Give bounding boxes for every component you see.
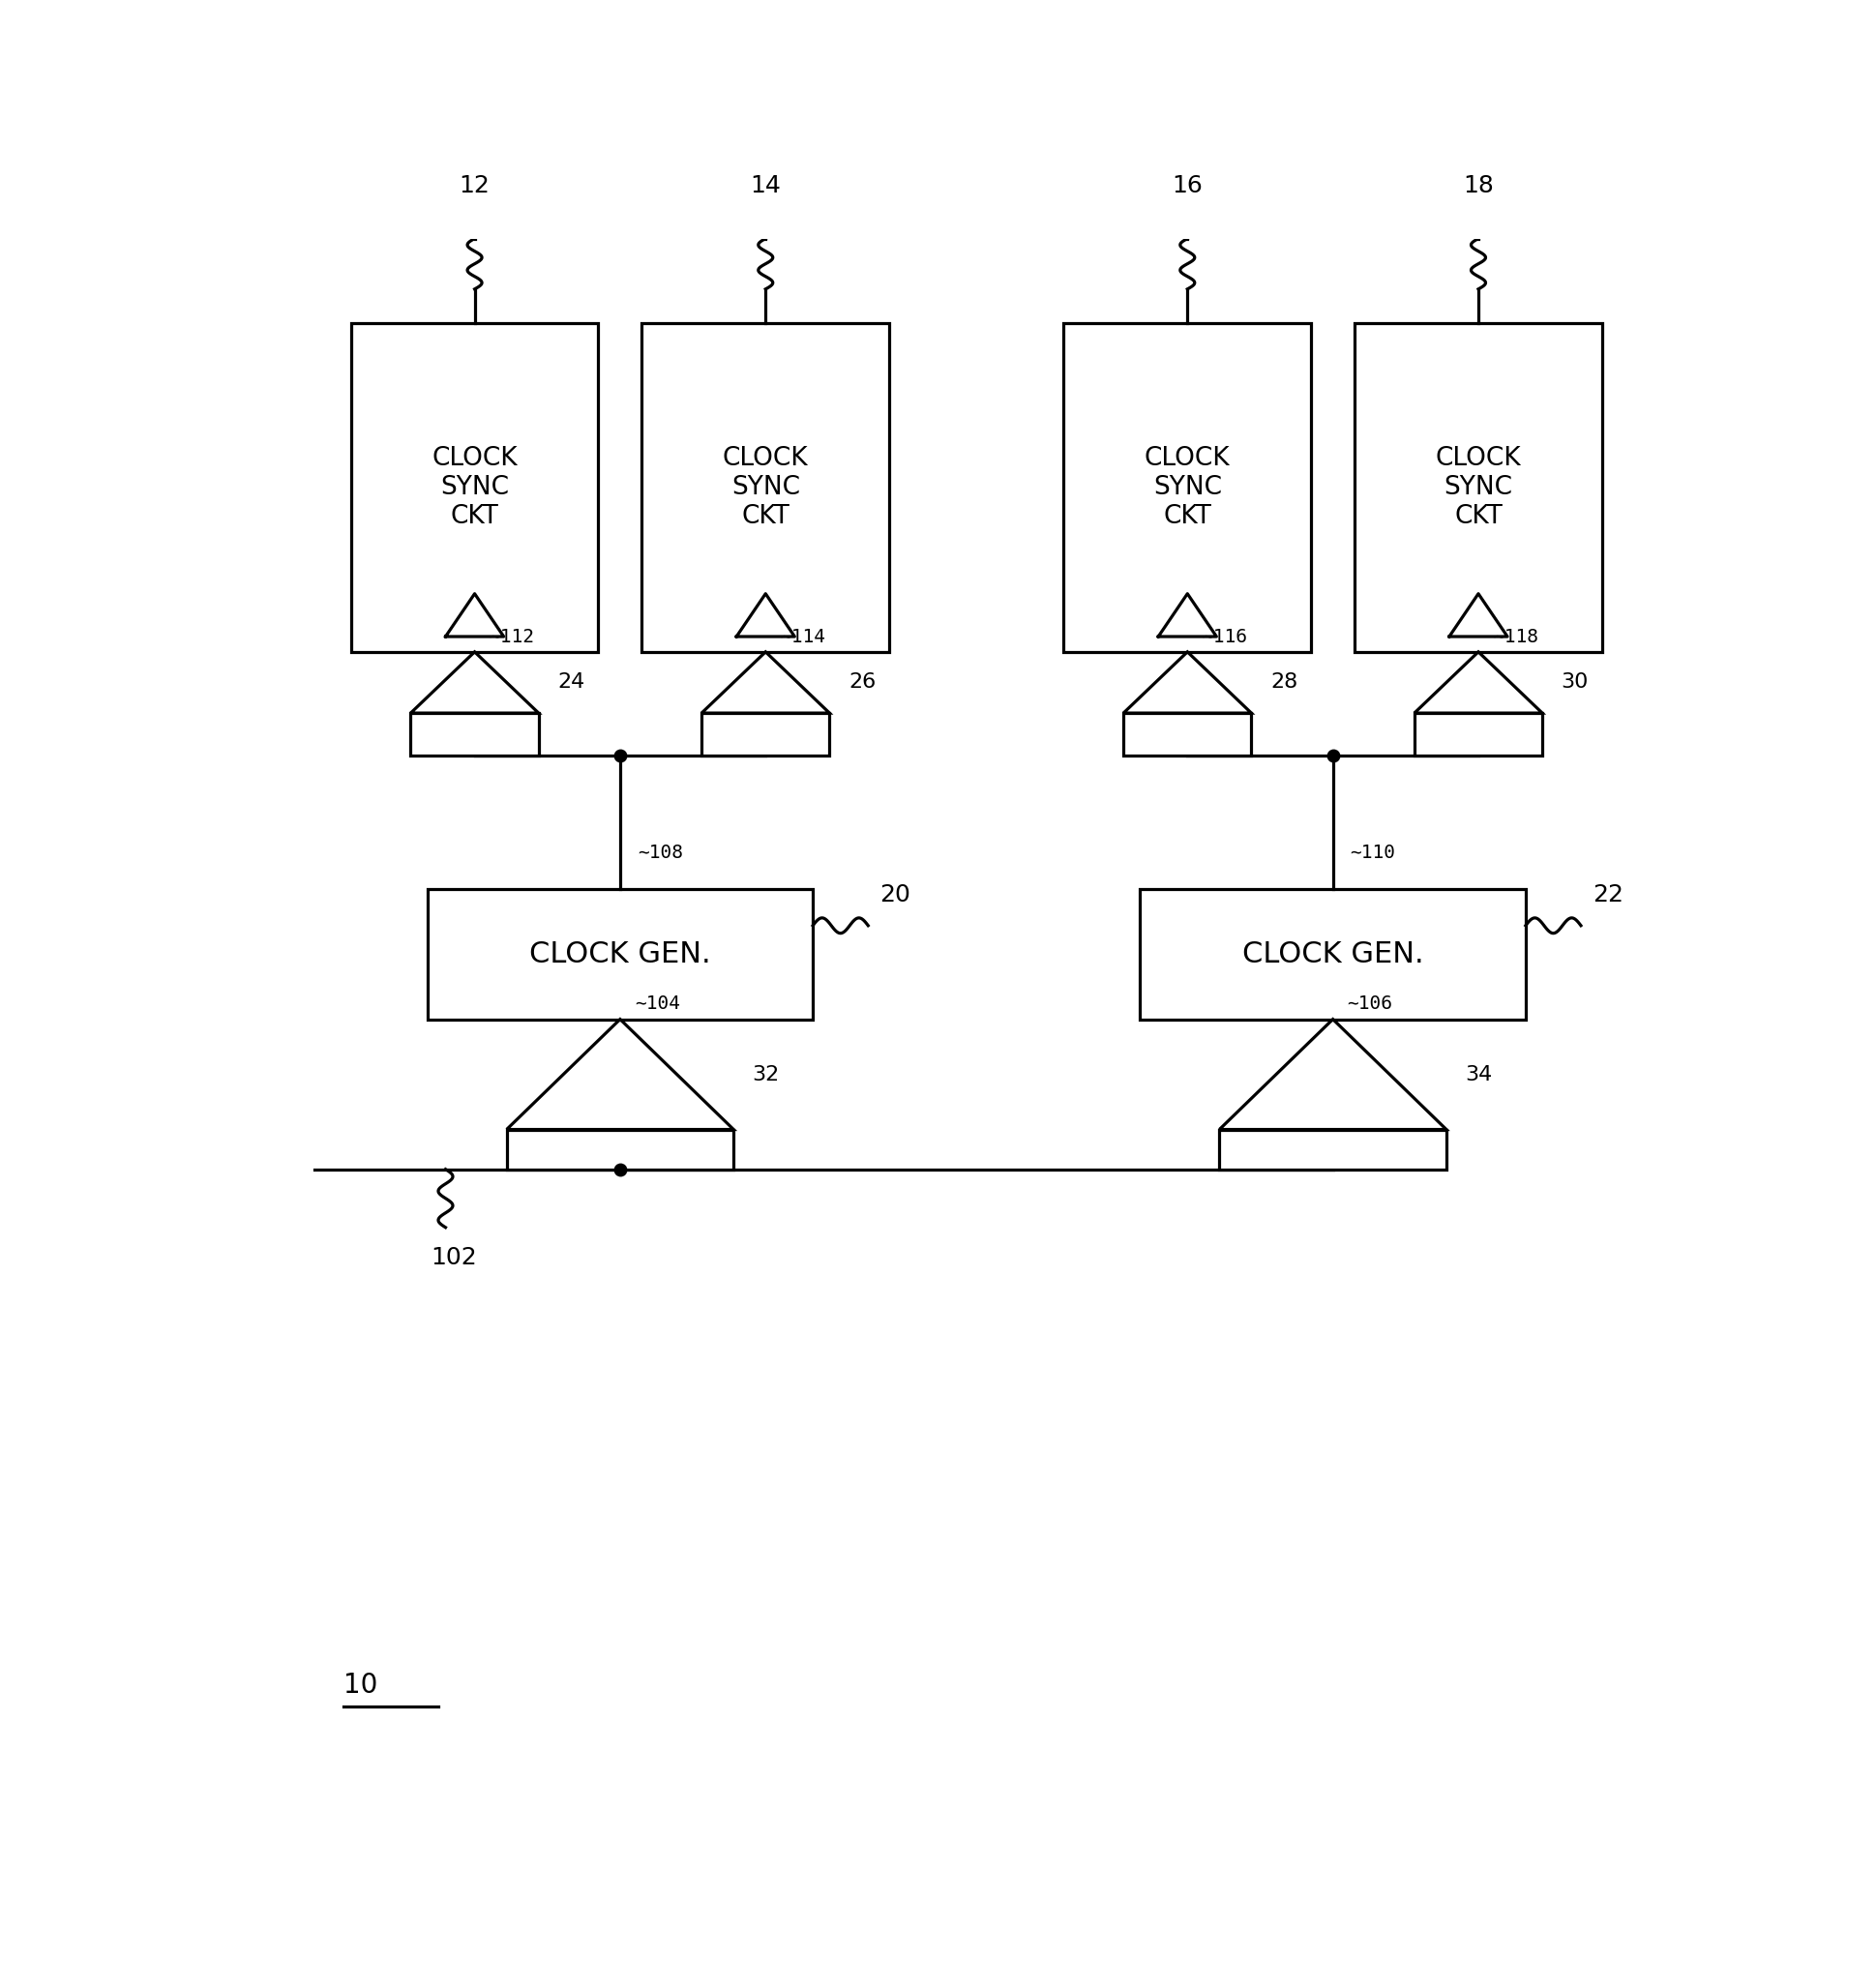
Text: 102: 102 — [431, 1246, 477, 1268]
Text: ∼106: ∼106 — [1347, 994, 1392, 1014]
Bar — [1354, 322, 1602, 652]
Bar — [507, 1129, 734, 1169]
Text: CLOCK GEN.: CLOCK GEN. — [529, 940, 711, 968]
Text: 28: 28 — [1270, 672, 1296, 692]
Text: ∼118: ∼118 — [1491, 628, 1538, 646]
Bar — [642, 322, 889, 652]
Text: 20: 20 — [880, 883, 910, 907]
Text: ∼116: ∼116 — [1201, 628, 1248, 646]
Text: 10: 10 — [343, 1672, 377, 1698]
Text: CLOCK GEN.: CLOCK GEN. — [1242, 940, 1422, 968]
Text: CLOCK
SYNC
CKT: CLOCK SYNC CKT — [722, 445, 809, 529]
Bar — [1415, 714, 1542, 755]
Text: 32: 32 — [752, 1066, 779, 1083]
Text: 12: 12 — [460, 175, 490, 197]
Text: CLOCK
SYNC
CKT: CLOCK SYNC CKT — [1144, 445, 1229, 529]
Text: CLOCK
SYNC
CKT: CLOCK SYNC CKT — [431, 445, 518, 529]
Text: 18: 18 — [1461, 175, 1493, 197]
Bar — [702, 714, 829, 755]
Bar — [1139, 889, 1525, 1020]
Text: ∼110: ∼110 — [1349, 843, 1396, 861]
Bar — [1219, 1129, 1446, 1169]
Bar — [1064, 322, 1309, 652]
Text: ∼108: ∼108 — [638, 843, 683, 861]
Bar — [1124, 714, 1251, 755]
Text: 30: 30 — [1561, 672, 1587, 692]
Bar — [351, 322, 598, 652]
Text: CLOCK
SYNC
CKT: CLOCK SYNC CKT — [1435, 445, 1520, 529]
Bar — [428, 889, 812, 1020]
Text: 22: 22 — [1591, 883, 1623, 907]
Text: ∼114: ∼114 — [780, 628, 825, 646]
Text: 24: 24 — [557, 672, 585, 692]
Text: 14: 14 — [750, 175, 780, 197]
Text: 26: 26 — [848, 672, 876, 692]
Text: ∼112: ∼112 — [490, 628, 535, 646]
Text: 16: 16 — [1171, 175, 1203, 197]
Text: 34: 34 — [1465, 1066, 1491, 1083]
Text: ∼104: ∼104 — [634, 994, 679, 1014]
Bar — [411, 714, 538, 755]
